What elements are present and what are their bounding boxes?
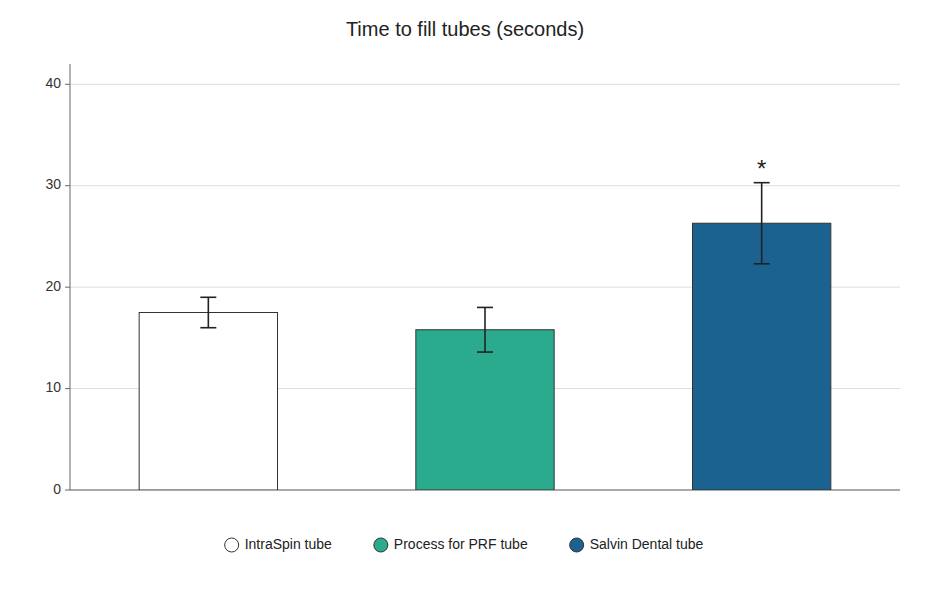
error-cap bbox=[200, 327, 216, 329]
bar bbox=[693, 223, 831, 490]
error-bar bbox=[477, 307, 493, 352]
tick-label: 10 bbox=[45, 379, 61, 395]
title: Time to fill tubes (seconds) bbox=[346, 18, 584, 40]
y-axis-line bbox=[70, 64, 71, 490]
grid-line bbox=[70, 185, 900, 186]
tick-mark bbox=[65, 287, 70, 288]
error-line bbox=[208, 297, 210, 327]
tick-mark bbox=[65, 388, 70, 389]
tick-mark bbox=[65, 84, 70, 85]
tick-mark bbox=[65, 185, 70, 186]
tick-label: 30 bbox=[45, 176, 61, 192]
bar bbox=[416, 330, 554, 490]
tick-mark bbox=[65, 490, 70, 491]
error-cap bbox=[477, 307, 493, 309]
grid bbox=[70, 84, 900, 490]
y-axis: 0 10 20 30 40 bbox=[45, 64, 70, 497]
error-cap bbox=[754, 263, 770, 265]
legend-swatch bbox=[374, 538, 388, 552]
legend-label: Salvin Dental tube bbox=[590, 536, 704, 552]
error-bar bbox=[754, 183, 770, 264]
chart-svg: Time to fill tubes (seconds) 0 10 20 30 40 * In… bbox=[0, 0, 930, 609]
bar bbox=[139, 313, 277, 491]
grid-line bbox=[70, 84, 900, 85]
bars bbox=[139, 183, 831, 490]
tick-label: 0 bbox=[53, 481, 61, 497]
annotation: * bbox=[757, 155, 766, 182]
tick-label: 20 bbox=[45, 278, 61, 294]
error-line bbox=[484, 307, 486, 352]
error-cap bbox=[754, 182, 770, 184]
error-line bbox=[761, 183, 763, 264]
error-bar bbox=[200, 297, 216, 327]
chart-container: Time to fill tubes (seconds) 0 10 20 30 40 * In… bbox=[0, 0, 930, 609]
legend-label: Process for PRF tube bbox=[394, 536, 528, 552]
error-cap bbox=[200, 296, 216, 298]
error-cap bbox=[477, 351, 493, 353]
legend-swatch bbox=[570, 538, 584, 552]
page: {"chart_data": {"type": "bar", "title": … bbox=[0, 0, 930, 609]
legend-label: IntraSpin tube bbox=[245, 536, 332, 552]
tick-label: 40 bbox=[45, 75, 61, 91]
legend-swatch bbox=[225, 538, 239, 552]
legend: IntraSpin tube Process for PRF tube Salvin… bbox=[225, 536, 704, 552]
